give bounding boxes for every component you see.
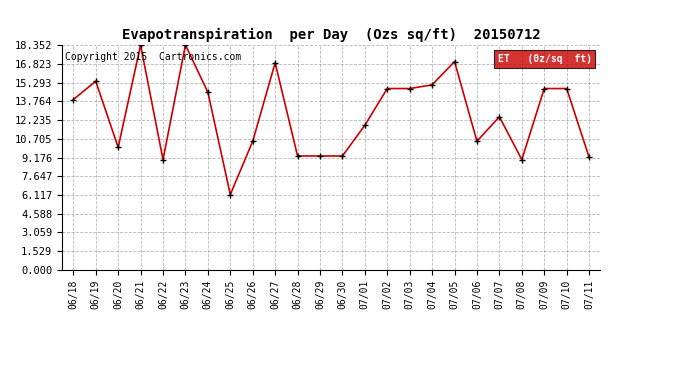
Legend: ET   (0z/sq  ft): ET (0z/sq ft) xyxy=(493,50,595,68)
Text: Copyright 2015  Cartronics.com: Copyright 2015 Cartronics.com xyxy=(65,52,241,62)
Title: Evapotranspiration  per Day  (Ozs sq/ft)  20150712: Evapotranspiration per Day (Ozs sq/ft) 2… xyxy=(122,28,540,42)
